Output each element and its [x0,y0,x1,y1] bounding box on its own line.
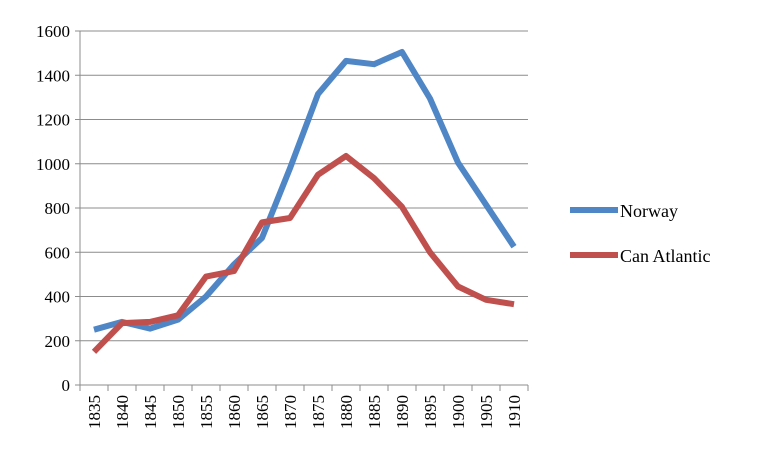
y-tick-label: 400 [45,288,71,307]
x-tick-label: 1895 [421,395,440,429]
series-line-can-atlantic [91,153,515,354]
x-tick-label: 1875 [309,395,328,429]
legend-label: Norway [620,201,678,221]
y-axis-tick-labels: 0 200 400 600 800 1000 1200 1400 1600 [36,22,70,395]
x-tick-label: 1905 [477,395,496,429]
x-tick-label: 1890 [393,395,412,429]
x-tick-label: 1900 [449,395,468,429]
series-line-norway [93,49,517,333]
legend-label: Can Atlantic [620,246,710,266]
x-tick-label: 1840 [113,395,132,429]
x-tick-label: 1850 [169,395,188,429]
x-tick-label: 1880 [337,395,356,429]
x-tick-label: 1835 [85,395,104,429]
y-tick-label: 1200 [36,111,70,130]
y-tick-label: 600 [45,243,71,262]
x-tick-label: 1845 [141,395,160,429]
y-tick-label: 1600 [36,22,70,41]
gridlines [80,30,528,342]
legend: Norway Can Atlantic [570,201,710,266]
y-tick-label: 0 [62,376,71,395]
x-tick-label: 1855 [197,395,216,429]
y-tick-label: 1400 [36,66,70,85]
y-tick-label: 1000 [36,155,70,174]
x-tick-label: 1865 [253,395,272,429]
y-tick-label: 200 [45,332,71,351]
y-tick-label: 800 [45,199,71,218]
x-tick-label: 1910 [505,395,524,429]
x-axis-tick-labels: 1835 1840 1845 1850 1855 1860 1865 1870 1875 1880… [85,395,524,429]
x-tick-label: 1885 [365,395,384,429]
x-tick-label: 1860 [225,395,244,429]
series-lines [91,49,517,354]
axes [75,30,529,391]
x-tick-label: 1870 [281,395,300,429]
